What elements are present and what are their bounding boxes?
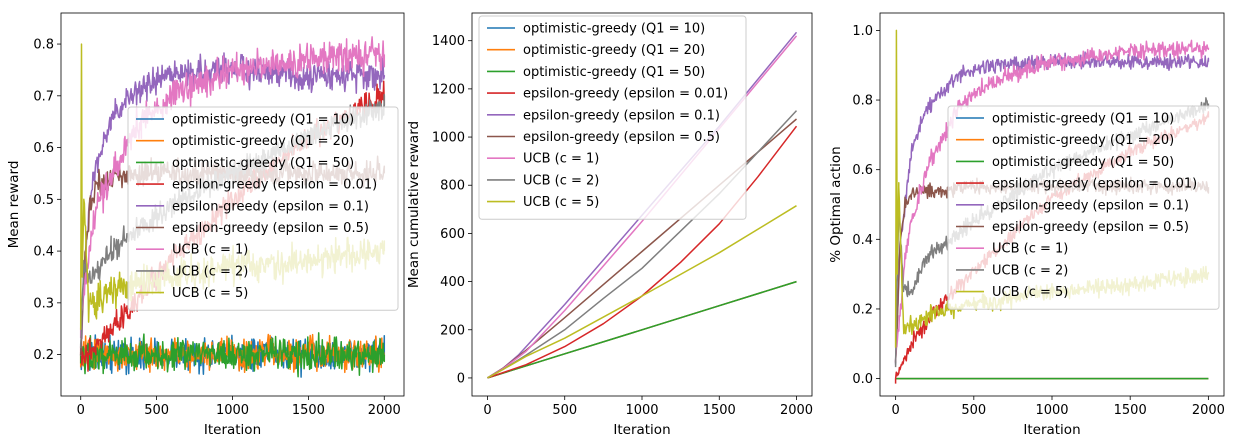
- legend-label: optimistic-greedy (Q1 = 20): [992, 133, 1174, 148]
- y-tick-label: 0.0: [852, 372, 873, 387]
- chart-panel-2: 0 500 1000 1500 2000 0 200 400 600 800 1000 1200 140…: [406, 12, 813, 438]
- legend-label: epsilon-greedy (epsilon = 0.01): [172, 178, 377, 193]
- legend-label: UCB (c = 1): [523, 152, 599, 167]
- y-tick-label: 1400: [432, 34, 465, 49]
- x-tick-label: 500: [961, 403, 986, 418]
- series-line-ucb-c-1: [894, 39, 1210, 362]
- y-tick-label: 0.6: [852, 163, 873, 178]
- legend-label: UCB (c = 5): [523, 195, 599, 210]
- y-tick-label: 400: [440, 275, 465, 290]
- x-tick-label: 1500: [292, 403, 325, 418]
- legend-label: UCB (c = 5): [172, 286, 248, 301]
- x-tick-label: 1000: [625, 403, 658, 418]
- legend-label: UCB (c = 2): [172, 264, 248, 279]
- series-line-ucb-c-5: [487, 205, 797, 379]
- x-tick-label: 0: [77, 403, 85, 418]
- y-tick-label: 0: [457, 371, 465, 386]
- y-tick-label: 0.4: [33, 245, 54, 260]
- legend-label: UCB (c = 1): [992, 242, 1068, 257]
- x-axis-label: Iteration: [1023, 422, 1080, 438]
- legend-label: optimistic-greedy (Q1 = 10): [992, 112, 1174, 127]
- x-tick-label: 2000: [1192, 403, 1225, 418]
- legend-label: optimistic-greedy (Q1 = 20): [523, 43, 705, 58]
- y-tick-label: 0.2: [33, 348, 54, 363]
- series-line-epsilon-greedy-epsilon-0-1: [79, 52, 386, 356]
- series-line-optimistic-greedy-q1-50: [487, 280, 797, 379]
- legend-box: [478, 15, 747, 220]
- legend-box: [127, 106, 399, 311]
- y-tick-label: 0.4: [852, 233, 873, 248]
- chart-panel-3: 0 500 1000 1500 2000 0.0 0.2 0.4 0.6 0.8 1.0 Iterat…: [828, 12, 1225, 438]
- y-axis-label: % Optimal action: [828, 146, 844, 262]
- y-tick-label: 0.7: [33, 89, 54, 104]
- legend-label: optimistic-greedy (Q1 = 50): [992, 155, 1174, 170]
- y-tick-label: 0.5: [33, 193, 54, 208]
- legend-label: UCB (c = 5): [992, 285, 1068, 300]
- y-axis-label: Mean reward: [6, 161, 22, 249]
- legend-label: optimistic-greedy (Q1 = 10): [172, 113, 354, 128]
- legend: optimistic-greedy (Q1 = 10) optimistic-gr…: [478, 15, 747, 220]
- x-axis-label: Iteration: [613, 422, 670, 438]
- series-line-epsilon-greedy-epsilon-0-1: [894, 51, 1210, 365]
- y-tick-label: 0.8: [852, 94, 873, 109]
- legend-label: epsilon-greedy (epsilon = 0.1): [172, 199, 369, 214]
- y-tick-label: 600: [440, 227, 465, 242]
- legend-label: UCB (c = 2): [523, 173, 599, 188]
- legend-label: optimistic-greedy (Q1 = 50): [523, 65, 705, 80]
- legend-label: epsilon-greedy (epsilon = 0.01): [523, 87, 728, 102]
- x-tick-label: 0: [483, 403, 491, 418]
- x-tick-label: 0: [891, 403, 899, 418]
- y-tick-label: 0.3: [33, 296, 54, 311]
- legend-label: optimistic-greedy (Q1 = 50): [172, 156, 354, 171]
- legend-label: epsilon-greedy (epsilon = 0.5): [992, 220, 1189, 235]
- y-axis-label: Mean cumulative reward: [406, 121, 422, 288]
- x-tick-label: 2000: [368, 403, 401, 418]
- series-line-optimistic-greedy-q1-50: [79, 332, 386, 378]
- x-tick-label: 1500: [703, 403, 736, 418]
- legend-label: epsilon-greedy (epsilon = 0.5): [523, 130, 720, 145]
- legend-label: epsilon-greedy (epsilon = 0.1): [523, 108, 720, 123]
- legend-label: optimistic-greedy (Q1 = 10): [523, 22, 705, 37]
- y-tick-label: 1.0: [852, 24, 873, 39]
- y-tick-label: 800: [440, 179, 465, 194]
- y-tick-label: 0.2: [852, 302, 873, 317]
- y-tick-label: 200: [440, 323, 465, 338]
- x-tick-label: 1000: [1035, 403, 1068, 418]
- y-tick-label: 1200: [432, 82, 465, 97]
- y-tick-label: 1000: [432, 131, 465, 146]
- legend-label: epsilon-greedy (epsilon = 0.5): [172, 221, 369, 236]
- x-tick-label: 1500: [1114, 403, 1147, 418]
- legend-label: epsilon-greedy (epsilon = 0.1): [992, 198, 1189, 213]
- legend: optimistic-greedy (Q1 = 10) optimistic-gr…: [947, 105, 1220, 310]
- x-tick-label: 500: [144, 403, 169, 418]
- chart-panel-1: 0 500 1000 1500 2000 0.2 0.3 0.4 0.5 0.6 0.7 0.8 Ite…: [6, 12, 405, 438]
- legend-label: UCB (c = 1): [172, 243, 248, 258]
- y-tick-label: 0.8: [33, 38, 54, 53]
- legend-label: UCB (c = 2): [992, 263, 1068, 278]
- y-tick-label: 0.6: [33, 141, 54, 156]
- legend-label: epsilon-greedy (epsilon = 0.01): [992, 177, 1197, 192]
- legend-box: [947, 105, 1220, 310]
- legend: optimistic-greedy (Q1 = 10) optimistic-gr…: [127, 106, 399, 311]
- x-tick-label: 1000: [216, 403, 249, 418]
- legend-label: optimistic-greedy (Q1 = 20): [172, 134, 354, 149]
- x-tick-label: 500: [552, 403, 577, 418]
- x-tick-label: 2000: [780, 403, 813, 418]
- x-axis-label: Iteration: [204, 422, 261, 438]
